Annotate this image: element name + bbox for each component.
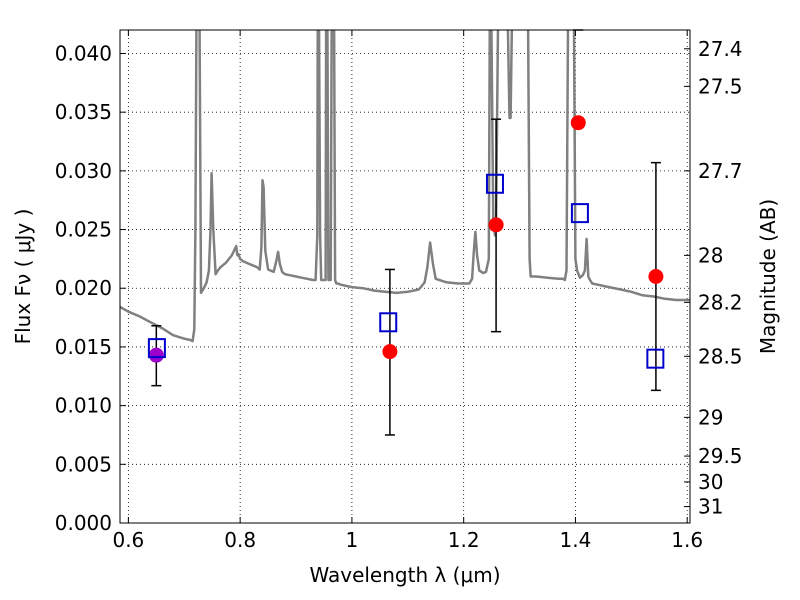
plot-frame bbox=[119, 29, 691, 524]
axis-ticks: 0.6 0.8 1 1.2 1.4 1.6 0.000 0.005 0.010 0.015 0.02… bbox=[55, 30, 743, 552]
right-tick-label: 27.4 bbox=[698, 37, 743, 61]
y-tick-label: 0.010 bbox=[55, 394, 112, 418]
y-tick-label: 0.020 bbox=[55, 276, 112, 300]
right-tick-label: 28 bbox=[698, 243, 723, 267]
y-tick-label: 0.000 bbox=[55, 511, 112, 535]
y-tick-label: 0.005 bbox=[55, 452, 112, 476]
observed-point bbox=[648, 269, 664, 284]
right-tick-label: 29 bbox=[698, 405, 723, 429]
x-tick-label: 0.8 bbox=[224, 528, 256, 552]
y-tick-label: 0.015 bbox=[55, 335, 112, 359]
grid-lines bbox=[120, 30, 690, 524]
right-axis-label: Magnitude (AB) bbox=[756, 199, 780, 354]
observed-point bbox=[488, 217, 504, 233]
x-tick-label: 0.6 bbox=[112, 528, 144, 552]
right-tick-label: 31 bbox=[698, 495, 723, 519]
model-band-point bbox=[646, 348, 665, 369]
y-axis-label: Flux Fν ( μJy ) bbox=[11, 209, 35, 345]
right-tick-label: 30 bbox=[698, 470, 723, 494]
model-spectrum-line bbox=[120, 30, 690, 343]
right-tick-label: 28.2 bbox=[698, 290, 743, 314]
model-band-point bbox=[485, 173, 504, 194]
error-bars bbox=[151, 29, 661, 436]
observed-point bbox=[382, 344, 398, 360]
model-spectrum bbox=[120, 30, 690, 343]
x-tick-label: 1 bbox=[346, 528, 359, 552]
model-band-point bbox=[570, 203, 589, 224]
right-tick-label: 29.5 bbox=[698, 444, 743, 468]
x-tick-label: 1.2 bbox=[448, 528, 480, 552]
right-tick-label: 27.7 bbox=[698, 159, 743, 183]
right-tick-label: 27.5 bbox=[698, 74, 743, 98]
right-tick-label: 28.5 bbox=[698, 344, 743, 368]
y-tick-label: 0.025 bbox=[55, 218, 112, 242]
x-tick-label: 1.4 bbox=[560, 528, 592, 552]
observed-point bbox=[148, 347, 164, 363]
y-tick-label: 0.035 bbox=[55, 100, 112, 124]
x-tick-label: 1.6 bbox=[671, 528, 703, 552]
y-tick-label: 0.030 bbox=[55, 159, 112, 183]
y-tick-label: 0.040 bbox=[55, 41, 112, 65]
data-markers bbox=[147, 115, 665, 369]
observed-point bbox=[570, 115, 586, 131]
model-band-point bbox=[379, 312, 398, 333]
model-band-point bbox=[147, 338, 166, 359]
x-axis-label: Wavelength λ (μm) bbox=[309, 563, 500, 587]
